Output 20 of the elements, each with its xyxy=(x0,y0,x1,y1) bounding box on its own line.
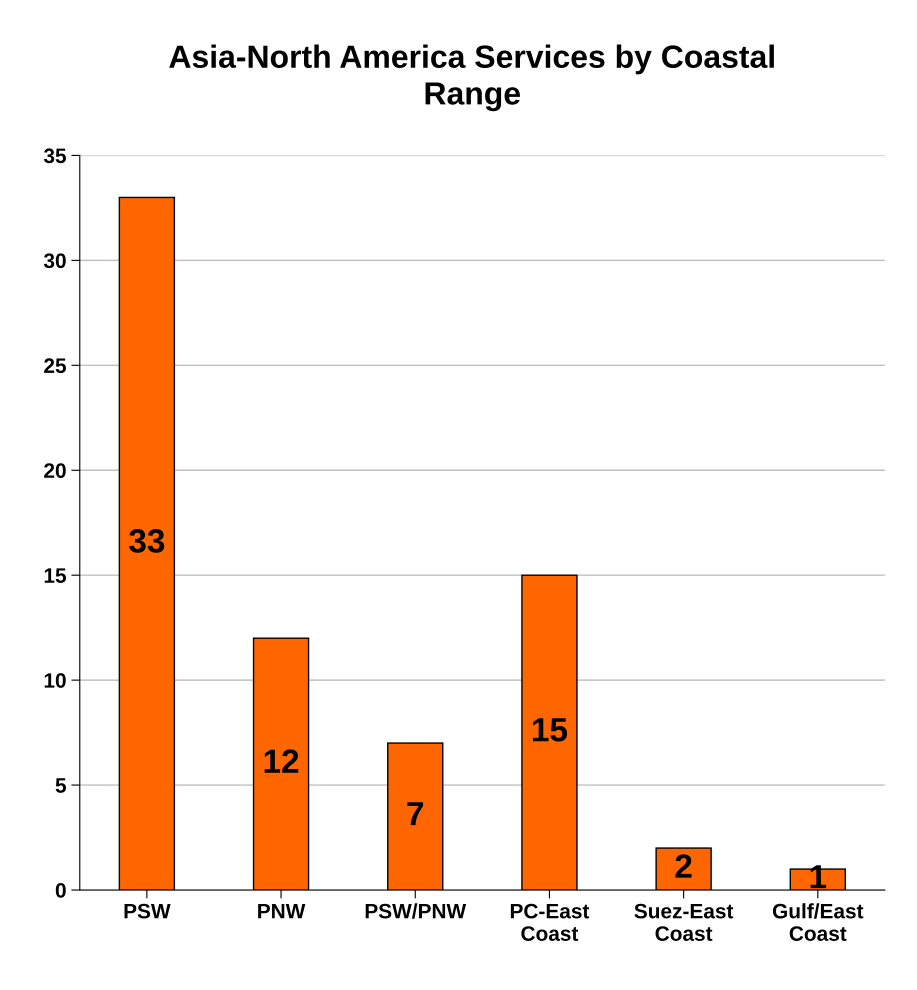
x-tick-label: Gulf/East Coast xyxy=(772,903,864,941)
data-label: 7 xyxy=(407,802,424,826)
x-tick-label: PC-East Coast xyxy=(510,904,590,941)
data-label: 33 xyxy=(129,529,164,553)
y-tick-label: 5 xyxy=(56,778,66,793)
data-label: 2 xyxy=(676,854,692,878)
y-tick-label: 25 xyxy=(44,358,66,374)
y-tick-label: 15 xyxy=(44,568,66,583)
x-tick-label: PSW xyxy=(124,904,171,919)
y-tick-label: 10 xyxy=(44,673,66,688)
data-label: 12 xyxy=(264,749,298,773)
x-tick-label: PSW/PNW xyxy=(366,903,466,919)
y-tick-label: 30 xyxy=(44,253,66,268)
y-tick-label: 20 xyxy=(44,463,66,478)
x-tick-label: Suez-East Coast xyxy=(634,904,734,941)
chart-title: Asia-North America Services by Coastal Range xyxy=(169,44,774,112)
x-tick-label: PNW xyxy=(258,904,306,918)
data-label: 15 xyxy=(533,718,568,742)
y-tick-label: 0 xyxy=(56,883,66,898)
y-tick-label: 35 xyxy=(44,148,66,164)
